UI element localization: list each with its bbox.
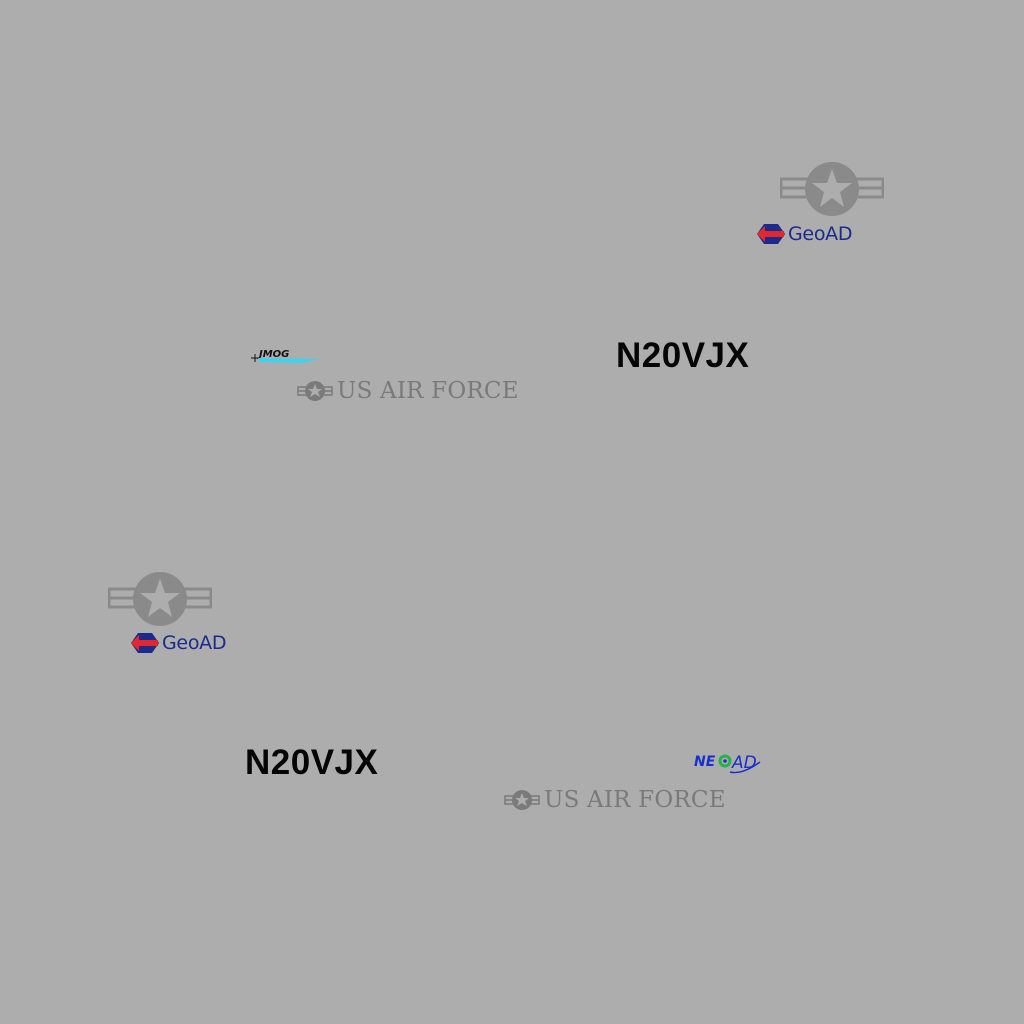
usaf-roundel-icon	[297, 380, 333, 402]
tail-number-upper: N20VJX	[616, 336, 749, 376]
geoad-logo-icon	[130, 632, 160, 654]
svg-text:AD: AD	[731, 753, 757, 773]
roundel-group-left	[108, 570, 212, 633]
usaf-logo-lower: US AIR FORCE	[504, 785, 726, 815]
geoad-logo-icon	[756, 223, 786, 245]
usaf-logo-upper: US AIR FORCE	[297, 376, 519, 406]
geoad-label: GeoAD	[788, 223, 852, 245]
roundel-star-icon	[780, 160, 884, 218]
neoad-logo-icon: NE AD	[694, 750, 764, 776]
usaf-label: US AIR FORCE	[337, 378, 519, 404]
tail-number-lower: N20VJX	[245, 743, 378, 783]
neoad-logo: NE AD	[694, 750, 764, 781]
geoad-logo-left: GeoAD	[130, 631, 226, 655]
svg-text:NE: NE	[694, 754, 716, 770]
roundel-group-top-right	[780, 160, 884, 223]
geoad-logo-top-right: GeoAD	[756, 222, 852, 246]
roundel-star-icon	[108, 570, 212, 628]
usaf-roundel-icon	[504, 789, 540, 811]
jmog-logo: JMOG	[250, 346, 322, 371]
jmog-logo-icon: JMOG	[250, 346, 322, 366]
geoad-label: GeoAD	[162, 632, 226, 654]
usaf-label: US AIR FORCE	[544, 787, 726, 813]
